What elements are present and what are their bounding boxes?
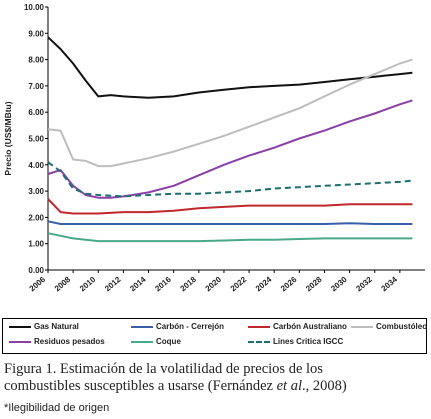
caption-line-2-italic: et al: [276, 378, 302, 394]
x-tick-label: 2006: [28, 275, 48, 294]
y-tick-label: 7.00: [28, 82, 44, 91]
legend-swatch: [351, 325, 373, 328]
legend-label: Carbón Australiano: [273, 322, 347, 331]
legend-swatch: [9, 340, 31, 343]
y-tick-labels: 0.00 1.00 2.00 3.00 4.00 5.00 6.00 7.00 8.00 9.00…: [24, 3, 45, 275]
caption-line-2-end: ., 2008): [301, 378, 347, 394]
y-tick-label: 0.00: [28, 266, 44, 275]
figure-caption: Figura 1. Estimación de la volatilidad d…: [4, 361, 429, 395]
y-tick-label: 6.00: [28, 108, 44, 117]
legend-swatch: [9, 325, 31, 328]
x-tick-label: 2014: [128, 275, 148, 294]
series-line-4: [47, 99, 413, 199]
legend-item: Residuos pesados: [9, 337, 105, 346]
legend-item: Carbón Australiano: [248, 322, 347, 331]
y-tick-label: 4.00: [28, 161, 44, 170]
x-tick-label: 2032: [354, 275, 374, 294]
caption-line-1: Figura 1. Estimación de la volatilidad d…: [4, 361, 323, 377]
legend-item: Gas Natural: [9, 322, 79, 331]
chart-legend: Gas Natural Carbón - Cerrejón Carbón Austr…: [2, 318, 427, 354]
caption-line-2: combustibles susceptibles a usarse (Fern…: [4, 378, 429, 395]
x-tick-label: 2020: [204, 275, 224, 294]
x-tick-label: 2024: [254, 275, 274, 294]
series-line-5: [47, 232, 413, 243]
legend-item: Coque: [131, 337, 181, 346]
legend-swatch: [248, 340, 270, 343]
legend-item: Combustóleo: [351, 322, 427, 331]
legend-label: Lines Critica IGCC: [273, 337, 344, 346]
legend-label: Gas Natural: [34, 322, 79, 331]
price-chart: 0.00 1.00 2.00 3.00 4.00 5.00 6.00 7.00 8.00 9.00…: [3, 3, 425, 294]
x-tick-label: 2012: [103, 275, 123, 294]
y-tick-label: 10.00: [24, 3, 45, 12]
y-tick-label: 3.00: [28, 187, 44, 196]
y-tick-label: 1.00: [28, 240, 44, 249]
y-axis-label: Precio (US$/MBtu): [3, 101, 13, 175]
x-tick-label: 2016: [153, 275, 173, 294]
legend-swatch: [131, 325, 153, 328]
legend-swatch: [131, 340, 153, 343]
legend-label: Residuos pesados: [34, 337, 105, 346]
y-tick-label: 8.00: [28, 56, 44, 65]
y-tick-label: 2.00: [28, 213, 44, 222]
y-tick-label: 5.00: [28, 135, 44, 144]
series-line-0: [47, 36, 413, 99]
series-line-6: [47, 161, 413, 198]
y-tick-label: 9.00: [28, 29, 44, 38]
series-line-1: [47, 220, 413, 225]
caption-line-2-text: combustibles susceptibles a usarse (Fern…: [4, 378, 277, 394]
x-tick-label: 2026: [279, 275, 299, 294]
series-line-3: [47, 58, 413, 168]
legend-item: Lines Critica IGCC: [248, 337, 343, 346]
legend-item: Carbón - Cerrejón: [131, 322, 224, 331]
legend-swatch: [248, 325, 270, 328]
x-tick-label: 2028: [304, 275, 324, 294]
x-tick-labels: 2006 2008 2010 2012 2014 2016 2018 2020 2022 2024…: [28, 275, 400, 294]
legend-label: Coque: [156, 337, 181, 346]
x-tick-label: 2010: [78, 275, 98, 294]
x-tick-label: 2022: [229, 275, 249, 294]
series-line-2: [47, 198, 413, 215]
footnote: *Ilegibilidad de origen: [4, 402, 110, 414]
legend-label: Carbón - Cerrejón: [156, 322, 225, 331]
x-tick-label: 2008: [53, 275, 73, 294]
x-tick-label: 2034: [380, 275, 400, 294]
x-tick-label: 2018: [178, 275, 198, 294]
legend-label: Combustóleo: [376, 322, 428, 331]
series-lines: [47, 36, 413, 243]
x-tick-label: 2030: [329, 275, 349, 294]
chart-axes: [45, 6, 425, 273]
